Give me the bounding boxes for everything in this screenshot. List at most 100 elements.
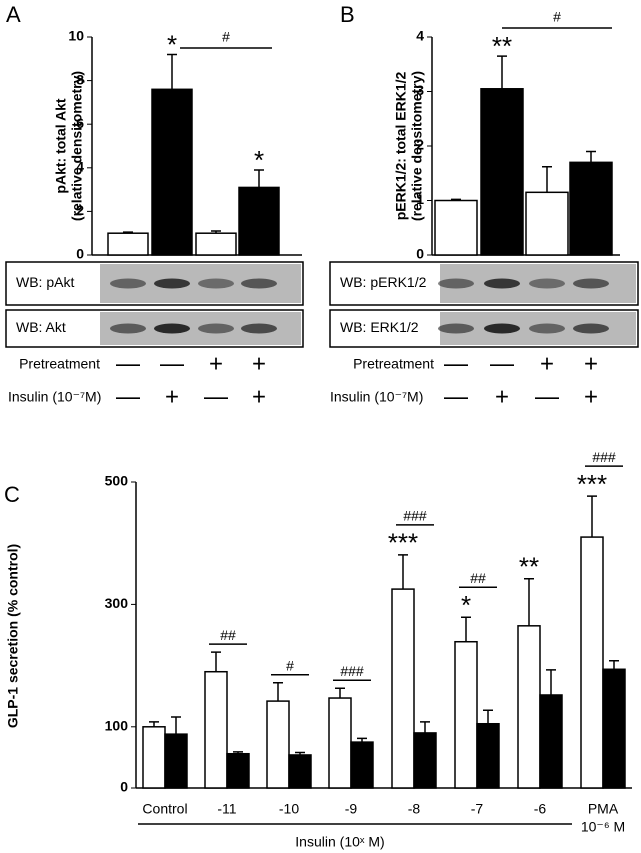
error-bar <box>123 231 133 234</box>
comparison-label: ## <box>470 570 486 586</box>
bar <box>107 232 149 256</box>
y-axis-label: (relative densitometry) <box>69 71 85 221</box>
blot-label: WB: pERK1/2 <box>340 274 427 290</box>
error-bar <box>586 150 596 163</box>
blot-band <box>484 278 520 289</box>
significance-star: *** <box>388 528 418 558</box>
error-bar <box>233 751 243 754</box>
error-bar <box>254 169 264 188</box>
y-tick-label: 4 <box>416 28 424 44</box>
y-tick-label: 10 <box>68 28 84 44</box>
error-bar <box>420 721 430 733</box>
x-tick-label: -10 <box>279 801 299 817</box>
condition-sign: — <box>116 383 140 410</box>
x-axis-label: Insulin (10ˣ M) <box>295 834 384 850</box>
error-bar <box>149 721 159 727</box>
bar <box>476 722 500 789</box>
bar <box>195 232 237 256</box>
error-bar <box>295 751 305 755</box>
x-tick-label: -9 <box>345 801 358 817</box>
bar <box>569 161 613 256</box>
condition-sign: — <box>535 383 559 410</box>
error-bar <box>171 716 181 735</box>
error-bar <box>211 651 221 672</box>
error-bar <box>461 616 471 642</box>
condition-sign: + <box>252 350 266 377</box>
error-bar <box>335 687 345 699</box>
condition-sign: — <box>444 350 468 377</box>
bar <box>288 754 312 789</box>
blot-band <box>438 323 474 334</box>
y-tick-label: 0 <box>416 246 424 262</box>
blot-band <box>529 323 565 334</box>
x-tick-label: Control <box>142 801 187 817</box>
y-tick-label: 3 <box>416 82 424 98</box>
bar <box>434 199 478 256</box>
blot-band <box>484 323 520 334</box>
y-tick-label: 100 <box>105 718 129 734</box>
bar <box>266 700 290 789</box>
error-bar <box>524 577 534 626</box>
y-tick-label: 0 <box>120 779 128 795</box>
error-bar <box>357 737 367 743</box>
condition-sign: + <box>495 383 509 410</box>
y-axis-label: pAkt: total Akt <box>53 98 69 193</box>
error-bar <box>211 230 221 234</box>
error-bar <box>497 55 507 89</box>
panel-letter: B <box>340 2 355 27</box>
comparison-label: ### <box>340 663 364 679</box>
blot-band <box>573 278 609 289</box>
comparison-label: # <box>553 9 561 25</box>
blot-band <box>529 278 565 289</box>
blot-band <box>241 278 277 289</box>
bar <box>238 186 280 256</box>
blot-band <box>198 323 234 334</box>
x-tick-label: PMA <box>588 801 619 817</box>
condition-sign: + <box>584 383 598 410</box>
panel-letter: A <box>6 2 21 27</box>
condition-sign: — <box>116 350 140 377</box>
condition-sign: + <box>165 383 179 410</box>
x-tick-label: -7 <box>471 801 484 817</box>
condition-sign: + <box>584 350 598 377</box>
y-axis-label: GLP-1 secretion (% control) <box>5 544 21 728</box>
bar <box>328 697 352 789</box>
bar <box>413 732 437 789</box>
blot-label: WB: ERK1/2 <box>340 319 419 335</box>
y-tick-label: 4 <box>76 159 84 175</box>
blot-band <box>154 323 190 334</box>
blot-band <box>573 323 609 334</box>
blot-label: WB: Akt <box>16 319 66 335</box>
comparison-label: ### <box>592 449 616 465</box>
y-tick-label: 300 <box>105 595 129 611</box>
comparison-label: ## <box>220 627 236 643</box>
condition-sign: + <box>209 350 223 377</box>
x-tick-label: -11 <box>217 801 236 817</box>
condition-label: Pretreatment <box>19 356 100 372</box>
error-bar <box>167 53 177 90</box>
condition-label: Pretreatment <box>353 356 434 372</box>
significance-star: * <box>461 590 471 620</box>
y-axis-label: (relative densitometry) <box>409 71 425 221</box>
panel-letter: C <box>4 482 20 507</box>
condition-label: Insulin (10⁻⁷M) <box>8 389 101 405</box>
y-tick-label: 2 <box>416 137 424 153</box>
x-tick-label: -8 <box>408 801 421 817</box>
y-tick-label: 2 <box>76 202 84 218</box>
blot-band <box>154 278 190 289</box>
blot-band <box>110 323 146 334</box>
y-tick-label: 8 <box>76 71 84 87</box>
condition-sign: — <box>160 350 184 377</box>
bar <box>142 726 166 789</box>
bar <box>480 88 524 256</box>
bar <box>226 752 250 789</box>
condition-sign: + <box>252 383 266 410</box>
bar <box>525 191 569 256</box>
error-bar <box>546 669 556 695</box>
comparison-label: # <box>286 657 294 673</box>
blot-band <box>110 278 146 289</box>
bar <box>539 694 563 789</box>
error-bar <box>398 554 408 590</box>
condition-label: Insulin (10⁻⁷M) <box>330 389 423 405</box>
blot-band <box>438 278 474 289</box>
